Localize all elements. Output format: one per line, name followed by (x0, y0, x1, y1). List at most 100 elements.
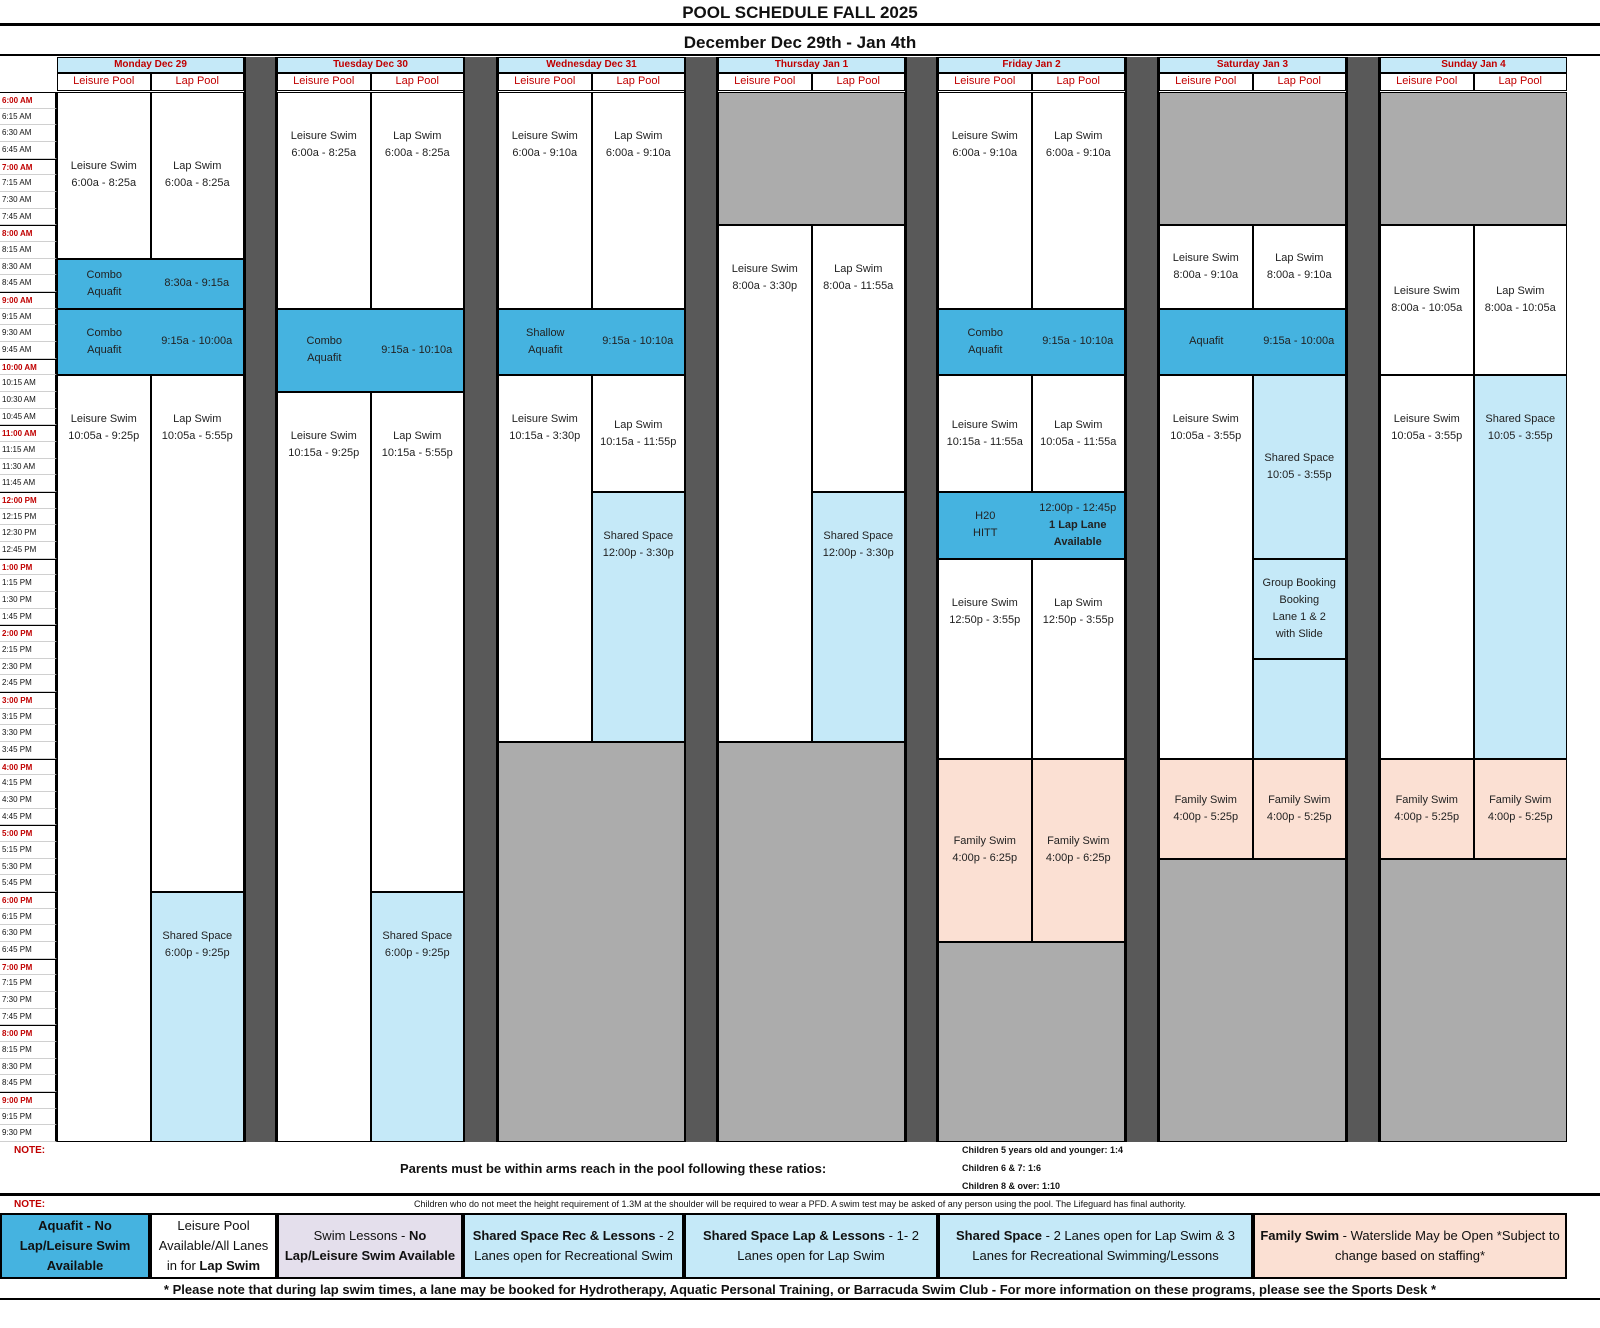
time-label: 5:45 PM (0, 875, 57, 892)
schedule-block[interactable]: Lap Swim 8:00a - 9:10a (1252, 225, 1346, 309)
block-text: Lap Swim (1054, 130, 1103, 142)
schedule-block[interactable]: Shared Space 10:05 - 3:55p (1473, 375, 1567, 759)
block-text: 12:00p - 3:30p (822, 547, 894, 559)
schedule-block[interactable]: Leisure Swim 10:05a - 3:55p (1159, 375, 1253, 759)
schedule-block[interactable]: Lap Swim 6:00a - 9:10a (1031, 92, 1125, 309)
ratio-text: Parents must be within arms reach in the… (400, 1161, 827, 1176)
schedule-block[interactable] (718, 92, 905, 226)
schedule-block[interactable]: Lap Swim 6:00a - 9:10a (591, 92, 685, 309)
block-text: Group Booking (1262, 576, 1336, 589)
schedule-block[interactable] (1159, 858, 1346, 1142)
block-left: Combo Aquafit (58, 310, 151, 375)
schedule-block[interactable]: Leisure Swim 10:05a - 9:25p (57, 375, 151, 1142)
schedule-block[interactable]: Family Swim 4:00p - 5:25p (1380, 758, 1474, 859)
pool-header-lap: Lap Pool (1473, 73, 1567, 91)
day-header: Tuesday Dec 30 (277, 57, 464, 73)
schedule-block[interactable]: Shared Space 10:05 - 3:55p (1252, 375, 1346, 559)
time-label: 12:15 PM (0, 508, 57, 526)
schedule-block[interactable]: Leisure Swim 10:15a - 9:25p (277, 392, 371, 1142)
schedule-block[interactable]: Lap Swim 6:00a - 8:25a (370, 92, 464, 309)
schedule-block[interactable] (1159, 92, 1346, 226)
block-text: 10:15a - 3:30p (509, 430, 581, 443)
schedule-block[interactable]: Family Swim 4:00p - 6:25p (938, 758, 1032, 942)
schedule-block[interactable]: Lap Swim 8:00a - 11:55a (811, 225, 905, 492)
schedule-block[interactable]: Leisure Swim 10:05a - 3:55p (1380, 375, 1474, 759)
legend-text-part: Swim Lessons - (313, 1228, 410, 1243)
schedule-block[interactable]: Leisure Swim 8:00a - 10:05a (1380, 225, 1474, 376)
schedule-block[interactable]: Leisure Swim 8:00a - 3:30p (718, 225, 812, 742)
pool-header-leisure: Leisure Pool (718, 73, 812, 91)
time-label: 7:00 AM (0, 158, 57, 176)
block-text: 6:00a - 9:10a (1045, 147, 1111, 159)
schedule-block[interactable]: Lap Swim 10:15a - 11:55p (591, 375, 685, 492)
schedule-block[interactable]: Lap Swim 10:05a - 11:55a (1031, 375, 1125, 492)
schedule-block[interactable] (1380, 858, 1567, 1142)
schedule-block[interactable] (1252, 658, 1346, 759)
legend-item: Swim Lessons - No Lap/Leisure Swim Avail… (277, 1213, 463, 1279)
time-label: 8:15 AM (0, 242, 57, 259)
schedule-block[interactable]: Shared Space 6:00p - 9:25p (370, 892, 464, 1143)
block-text: Lap Swim (834, 263, 883, 276)
schedule-block[interactable]: Shared Space 12:00p - 3:30p (591, 492, 685, 742)
time-label: 6:15 AM (0, 108, 57, 126)
schedule-block[interactable]: Lap Swim 12:50p - 3:55p (1031, 558, 1125, 759)
schedule-block[interactable]: Leisure Swim 6:00a - 8:25a (277, 92, 371, 309)
legend-text-part: Lap Swim (199, 1258, 261, 1273)
time-label: 7:30 PM (0, 992, 57, 1009)
block-right: 9:15a - 10:10a (592, 310, 685, 375)
footer-note: * Please note that during lap swim times… (0, 1280, 1600, 1300)
schedule-block[interactable]: Lap Swim 6:00a - 8:25a (150, 92, 244, 259)
schedule-block[interactable]: Group Booking Booking Lane 1 & 2 with Slide (1252, 558, 1346, 659)
schedule-block[interactable]: Family Swim 4:00p - 5:25p (1473, 758, 1567, 859)
schedule-block[interactable]: Family Swim 4:00p - 5:25p (1252, 758, 1346, 859)
schedule-block[interactable] (1380, 92, 1567, 226)
schedule-block[interactable]: Shared Space 6:00p - 9:25p (150, 892, 244, 1143)
time-label: 2:30 PM (0, 658, 57, 676)
time-label: 6:45 AM (0, 142, 57, 159)
schedule-block[interactable] (718, 742, 905, 1142)
block-text: 6:00a - 8:25a (164, 177, 230, 190)
schedule-block[interactable]: Combo Aquafit 9:15a - 10:10a (938, 308, 1125, 376)
schedule-block[interactable] (938, 942, 1125, 1143)
schedule-block[interactable]: Shallow Aquafit 9:15a - 10:10a (498, 308, 685, 376)
block-text: 6:00p - 9:25p (384, 947, 450, 960)
schedule-block[interactable]: Leisure Swim 6:00a - 9:10a (938, 92, 1032, 309)
schedule-block[interactable]: Family Swim 4:00p - 5:25p (1159, 758, 1253, 859)
time-label: 9:15 AM (0, 308, 57, 326)
schedule-block[interactable]: H20 HITT 12:00p - 12:45p 1 Lap Lane Availabl… (938, 492, 1125, 559)
schedule-block[interactable]: Shared Space 12:00p - 3:30p (811, 492, 905, 742)
schedule-block[interactable]: Leisure Swim 10:15a - 3:30p (498, 375, 592, 742)
time-label: 4:00 PM (0, 758, 57, 776)
legend-item: Shared Space - 2 Lanes open for Lap Swim… (938, 1213, 1253, 1279)
time-label: 1:00 PM (0, 558, 57, 576)
schedule-block[interactable]: Leisure Swim 6:00a - 9:10a (498, 92, 592, 309)
schedule-block[interactable]: Combo Aquafit 9:15a - 10:00a (57, 308, 244, 376)
legend-text-part: - Waterslide May be Open *Subject to cha… (1334, 1228, 1560, 1263)
schedule-block[interactable]: Lap Swim 10:05a - 5:55p (150, 375, 244, 892)
schedule-block[interactable]: Leisure Swim 12:50p - 3:55p (938, 558, 1032, 759)
block-left: Shallow Aquafit (499, 310, 592, 375)
block-text: Leisure Swim (1172, 251, 1239, 264)
block-text: Leisure Swim (290, 130, 357, 142)
block-text: Available (1053, 535, 1102, 548)
schedule-block[interactable]: Combo Aquafit 8:30a - 9:15a (57, 258, 244, 309)
schedule-block[interactable]: Lap Swim 8:00a - 10:05a (1473, 225, 1567, 376)
block-right: 8:30a - 9:15a (151, 260, 244, 308)
schedule-block[interactable] (498, 742, 685, 1142)
legend-text: Aquafit - No Lap/Leisure Swim Available (6, 1216, 144, 1276)
schedule-block[interactable]: Lap Swim 10:15a - 5:55p (370, 392, 464, 892)
time-label: 8:30 AM (0, 258, 57, 276)
schedule-block[interactable]: Family Swim 4:00p - 6:25p (1031, 758, 1125, 942)
block-text: Lap Swim (1054, 596, 1103, 609)
schedule-block[interactable]: Leisure Swim 6:00a - 8:25a (57, 92, 151, 259)
block-text: 10:05a - 3:55p (1170, 430, 1242, 443)
block-text: Aquafit (87, 285, 122, 298)
schedule-block[interactable]: Leisure Swim 8:00a - 9:10a (1159, 225, 1253, 309)
schedule-block[interactable]: Aquafit 9:15a - 10:00a (1159, 308, 1346, 376)
block-text: 10:05a - 3:55p (1391, 430, 1463, 443)
block-left: Combo Aquafit (939, 310, 1032, 375)
schedule-block[interactable]: Leisure Swim 10:15a - 11:55a (938, 375, 1032, 492)
schedule-block[interactable]: Combo Aquafit 9:15a - 10:10a (277, 308, 464, 392)
block-text: H20 (975, 510, 996, 523)
pool-header-lap: Lap Pool (370, 73, 464, 91)
